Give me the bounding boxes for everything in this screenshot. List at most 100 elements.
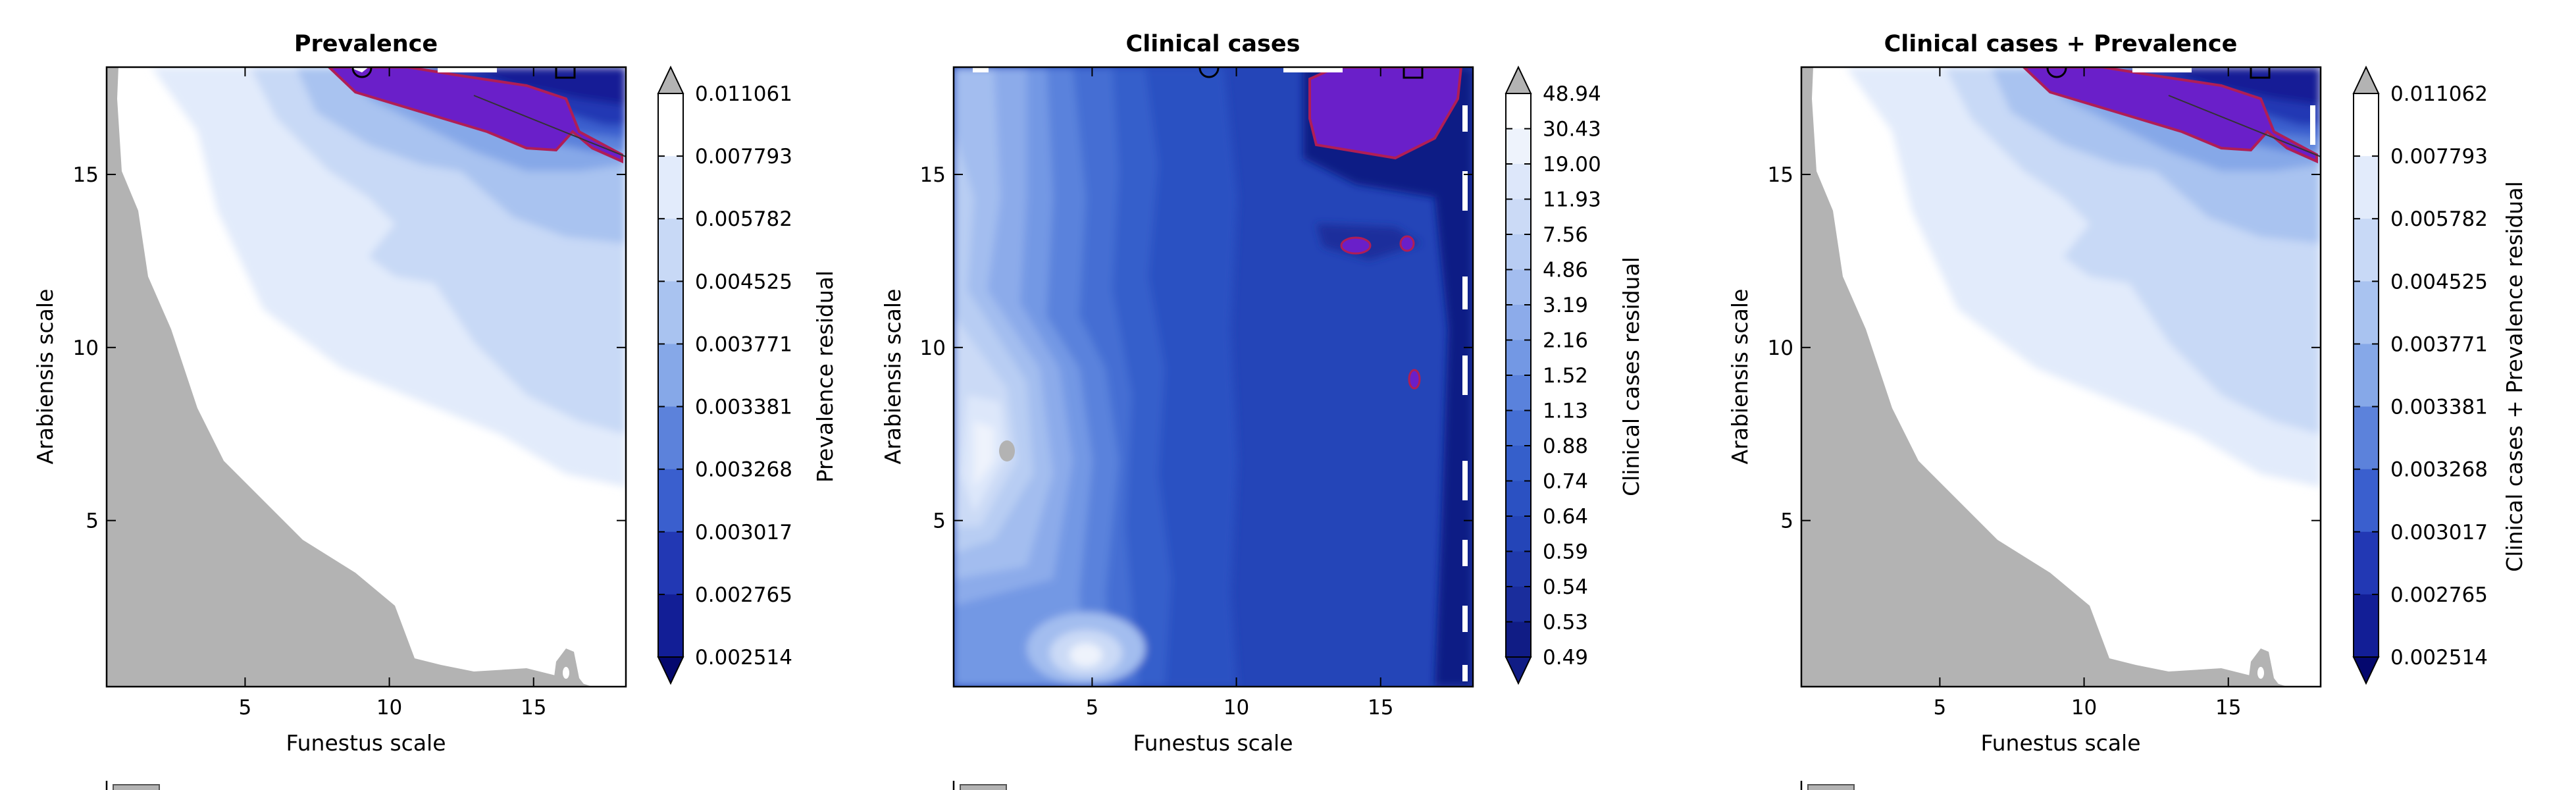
plot-area (107, 67, 626, 687)
colorbar-segment (1506, 164, 1531, 199)
colorbar-tick-label: 2.16 (1543, 329, 1588, 353)
plot-area (954, 67, 1473, 687)
colorbar-tick-label: 0.002514 (2390, 646, 2488, 670)
colorbar-tick-label: 4.86 (1543, 259, 1588, 282)
y-tick-label: 15 (73, 163, 99, 187)
colorbar: 0.011061 0.007793 0.005782 0.004525 0.003771… (657, 65, 792, 685)
masked-region (999, 440, 1015, 461)
colorbar-tick-label: 0.003268 (2390, 458, 2488, 482)
highlight-region (327, 67, 623, 164)
axes: 5 10 15 5 10 15 (73, 67, 626, 720)
colorbar-segment (2354, 219, 2379, 282)
colorbar-segment (658, 219, 683, 282)
colorbar-tick-label: 0.003381 (695, 396, 792, 419)
highlight-region (1408, 369, 1421, 390)
colorbar-label: Clinical cases + Prevalence residual (2502, 181, 2527, 571)
colorbar-tick-label: 0.002765 (2390, 583, 2488, 607)
level-band (461, 67, 626, 105)
plot-frame (105, 66, 627, 688)
legend-stub (105, 781, 1855, 790)
colorbar-segment (1506, 199, 1531, 235)
axes: 5 10 15 5 10 15 (920, 67, 1473, 720)
x-tick-label: 10 (1224, 696, 1249, 720)
colorbar-segment (1506, 375, 1531, 411)
colorbar-tick-label: 0.003268 (695, 458, 792, 482)
colorbar-segment (658, 281, 683, 344)
colorbar-tick-label: 0.59 (1543, 540, 1588, 564)
colorbar-segment (658, 531, 683, 595)
colorbar-extend-max (2352, 65, 2380, 94)
colorbar-extend-min (1505, 656, 1532, 685)
boundary-line (473, 95, 626, 157)
masked-region (2248, 648, 2280, 687)
colorbar-segment (1506, 269, 1531, 305)
x-axis-label: Funestus scale (286, 730, 446, 756)
colorbar-tick-label: 19.00 (1543, 153, 1601, 176)
y-tick-label: 10 (920, 336, 946, 360)
colorbar-segment (1506, 621, 1531, 658)
plot-frame (1800, 66, 2322, 688)
colorbar-segment (658, 594, 683, 658)
colorbar-tick-label: 0.49 (1543, 646, 1588, 670)
panel-clinical-cases-plus-prevalence: Clinical cases + Prevalence (1727, 31, 2527, 756)
masked-region (553, 648, 586, 687)
colorbar-segment (1506, 128, 1531, 165)
colorbar-tick-label: 0.54 (1543, 575, 1588, 599)
plot-area (1801, 67, 2321, 687)
colorbar-tick-label: 11.93 (1543, 188, 1601, 212)
colorbar-tick-label: 0.74 (1543, 470, 1588, 494)
panel-title: Clinical cases + Prevalence (1884, 31, 2238, 57)
plot-frame (952, 66, 1474, 688)
colorbar-tick-label: 0.88 (1543, 434, 1588, 458)
colorbar-tick-label: 48.94 (1543, 82, 1601, 106)
axes: 5 10 15 5 10 15 (1768, 67, 2321, 720)
panel-title: Prevalence (294, 31, 438, 57)
y-tick-label: 15 (1768, 163, 1793, 187)
colorbar-segment (1506, 305, 1531, 340)
colorbar-segment (658, 93, 683, 157)
x-tick-label: 15 (521, 696, 546, 720)
colorbar-segment (658, 344, 683, 408)
highlight-region (1340, 236, 1372, 255)
x-tick-label: 10 (376, 696, 402, 720)
colorbar-tick-label: 3.19 (1543, 294, 1588, 317)
colorbar-segment (2354, 93, 2379, 157)
colorbar-tick-label: 0.007793 (2390, 145, 2488, 169)
colorbar-tick-label: 1.13 (1543, 400, 1588, 423)
panel-prevalence: Prevalence 5 10 15 5 10 15 (32, 31, 838, 756)
x-tick-label: 5 (239, 696, 252, 720)
colorbar-frame (2353, 93, 2379, 658)
y-tick-label: 5 (1780, 510, 1793, 533)
colorbar-segment (2354, 344, 2379, 408)
colorbar-tick-label: 0.002514 (695, 646, 792, 670)
colorbar-tick-label: 0.004525 (2390, 270, 2488, 294)
colorbar-segment (2354, 594, 2379, 658)
colorbar-segment (1506, 340, 1531, 376)
boundary-line (2168, 95, 2321, 157)
colorbar-tick-label: 0.007793 (695, 145, 792, 169)
colorbar-tick-label: 30.43 (1543, 118, 1601, 142)
colorbar-segment (1506, 446, 1531, 481)
colorbar-segment (1506, 481, 1531, 517)
colorbar-segment (658, 469, 683, 533)
y-tick-label: 15 (920, 163, 946, 187)
y-axis-label: Arabiensis scale (32, 289, 58, 465)
colorbar-tick-label: 0.003017 (695, 521, 792, 544)
panel-title: Clinical cases (1126, 31, 1301, 57)
y-axis-label: Arabiensis scale (880, 289, 906, 465)
colorbar-tick-label: 0.005782 (695, 207, 792, 231)
highlight-region (1399, 235, 1415, 252)
colorbar-label: Prevalence residual (812, 271, 838, 483)
y-tick-label: 5 (933, 510, 946, 533)
highlight-region (1308, 67, 1463, 160)
colorbar-extend-min (657, 656, 684, 685)
x-tick-label: 5 (1934, 696, 1947, 720)
colorbar-tick-label: 0.003017 (2390, 521, 2488, 544)
colorbar-extend-max (657, 65, 684, 94)
colorbar-segment (2354, 156, 2379, 219)
colorbar-segment (1506, 234, 1531, 270)
colorbar-segment (1506, 410, 1531, 446)
colorbar-segment (1506, 551, 1531, 587)
level-band (974, 421, 994, 487)
